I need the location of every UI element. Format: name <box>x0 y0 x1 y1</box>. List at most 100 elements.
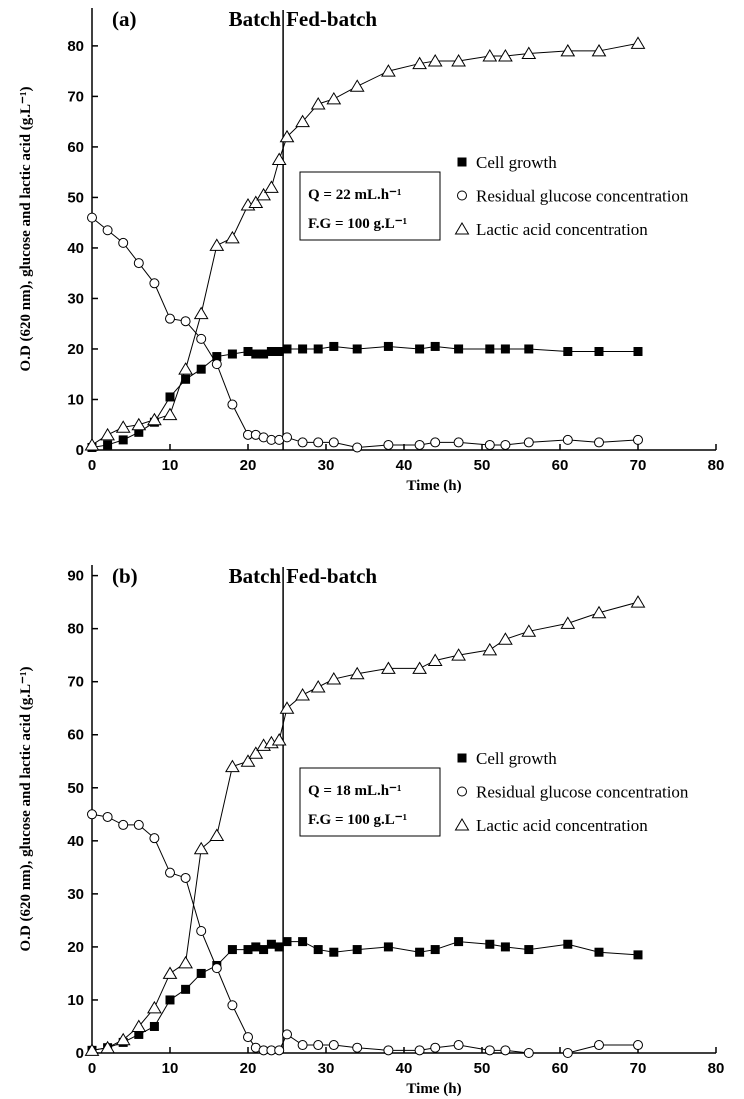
square-marker <box>165 392 175 402</box>
triangle-marker <box>349 79 365 92</box>
square-marker <box>383 942 393 952</box>
square-marker <box>251 349 261 359</box>
triangle-marker <box>591 605 607 619</box>
triangle-marker <box>326 91 342 105</box>
y-tick-label: 70 <box>67 88 84 105</box>
legend-marker <box>457 157 467 167</box>
triangle-marker <box>147 1000 162 1014</box>
y-tick-label: 0 <box>76 442 84 459</box>
circle-marker <box>562 1048 573 1058</box>
legend-marker <box>457 786 467 797</box>
triangle-marker <box>178 362 193 375</box>
circle-marker <box>328 1040 339 1051</box>
circle-marker <box>594 1040 604 1051</box>
triangle-marker <box>131 1019 147 1032</box>
triangle-marker <box>193 306 209 320</box>
circle-marker <box>484 439 495 450</box>
circle-marker <box>165 867 175 878</box>
x-tick-label: 10 <box>162 457 179 474</box>
x-tick-label: 60 <box>552 457 569 474</box>
square-marker <box>298 937 308 947</box>
triangle-marker <box>295 687 310 701</box>
series-line <box>91 217 639 448</box>
info-box <box>299 171 441 241</box>
square-marker <box>329 341 339 351</box>
triangle-marker <box>147 412 162 426</box>
circle-marker <box>313 437 324 448</box>
circle-marker <box>274 1045 285 1056</box>
y-tick-label: 70 <box>67 674 84 691</box>
triangle-marker <box>381 64 396 77</box>
triangle-marker <box>100 427 115 441</box>
x-axis-title: Time (h) <box>406 1081 461 1097</box>
y-axis-title: O.D (620 nm), glucose and lactic acid (g… <box>18 87 34 372</box>
circle-marker <box>313 1040 324 1051</box>
square-marker <box>485 939 495 949</box>
y-tick-label: 90 <box>67 568 84 585</box>
y-tick-label: 40 <box>67 240 84 257</box>
triangle-marker <box>560 616 576 629</box>
y-tick-label: 50 <box>67 780 84 797</box>
y-tick-label: 10 <box>67 391 84 408</box>
circle-marker <box>383 1045 394 1056</box>
square-marker <box>251 942 261 952</box>
x-tick-label: 30 <box>318 457 335 474</box>
circle-marker <box>523 437 534 448</box>
circle-marker <box>297 1040 308 1051</box>
info-box <box>299 767 441 837</box>
circle-marker <box>562 434 573 445</box>
square-marker <box>563 346 573 356</box>
x-axis-title: Time (h) <box>406 478 461 494</box>
y-tick-label: 30 <box>67 886 84 903</box>
square-marker <box>196 968 206 978</box>
triangle-marker <box>482 49 498 62</box>
circle-marker <box>633 434 643 445</box>
square-marker <box>259 349 269 359</box>
square-marker <box>352 344 362 354</box>
triangle-marker <box>326 672 342 685</box>
triangle-marker <box>630 36 646 49</box>
square-marker <box>352 945 362 955</box>
square-marker <box>181 374 191 384</box>
square-marker <box>563 939 573 949</box>
square-marker <box>485 344 495 354</box>
x-tick-label: 0 <box>88 1060 96 1077</box>
circle-marker <box>430 1042 441 1053</box>
circle-marker <box>227 1000 238 1011</box>
circle-marker <box>102 225 113 236</box>
circle-marker <box>453 1040 464 1051</box>
square-marker <box>243 945 253 955</box>
x-tick-label: 0 <box>88 457 96 474</box>
x-tick-label: 70 <box>630 457 647 474</box>
square-marker <box>103 440 113 450</box>
triangle-marker <box>84 437 100 451</box>
legend-label: Cell growth <box>476 749 557 768</box>
circle-marker <box>500 439 511 450</box>
square-marker <box>454 344 464 354</box>
circle-marker <box>196 926 207 936</box>
fed-batch-label: Fed-batch <box>286 564 377 588</box>
circle-marker <box>282 1029 292 1040</box>
triangle-marker <box>498 49 513 62</box>
x-tick-label: 10 <box>162 1060 179 1077</box>
circle-marker <box>196 333 207 344</box>
square-marker <box>500 344 510 354</box>
batch-label: Batch <box>229 7 282 31</box>
panel: 0 10 20 30 40 50 60 70 80 0 10 20 30 40 50 60 70 80 Time (… <box>18 7 724 494</box>
square-marker <box>118 435 128 445</box>
series-line <box>91 42 639 446</box>
circle-marker <box>133 258 144 269</box>
legend-label: Cell growth <box>476 153 557 172</box>
panel-label: (a) <box>112 7 137 31</box>
circle-marker <box>500 1045 511 1056</box>
circle-marker <box>227 399 238 410</box>
y-tick-label: 50 <box>67 189 84 206</box>
square-marker <box>259 945 269 955</box>
circle-marker <box>383 439 394 450</box>
triangle-marker <box>256 187 271 201</box>
square-marker <box>415 344 425 354</box>
feed-rate: Q = 18 mL.h⁻¹ <box>308 783 401 799</box>
triangle-marker <box>115 420 131 433</box>
triangle-marker <box>427 54 443 67</box>
